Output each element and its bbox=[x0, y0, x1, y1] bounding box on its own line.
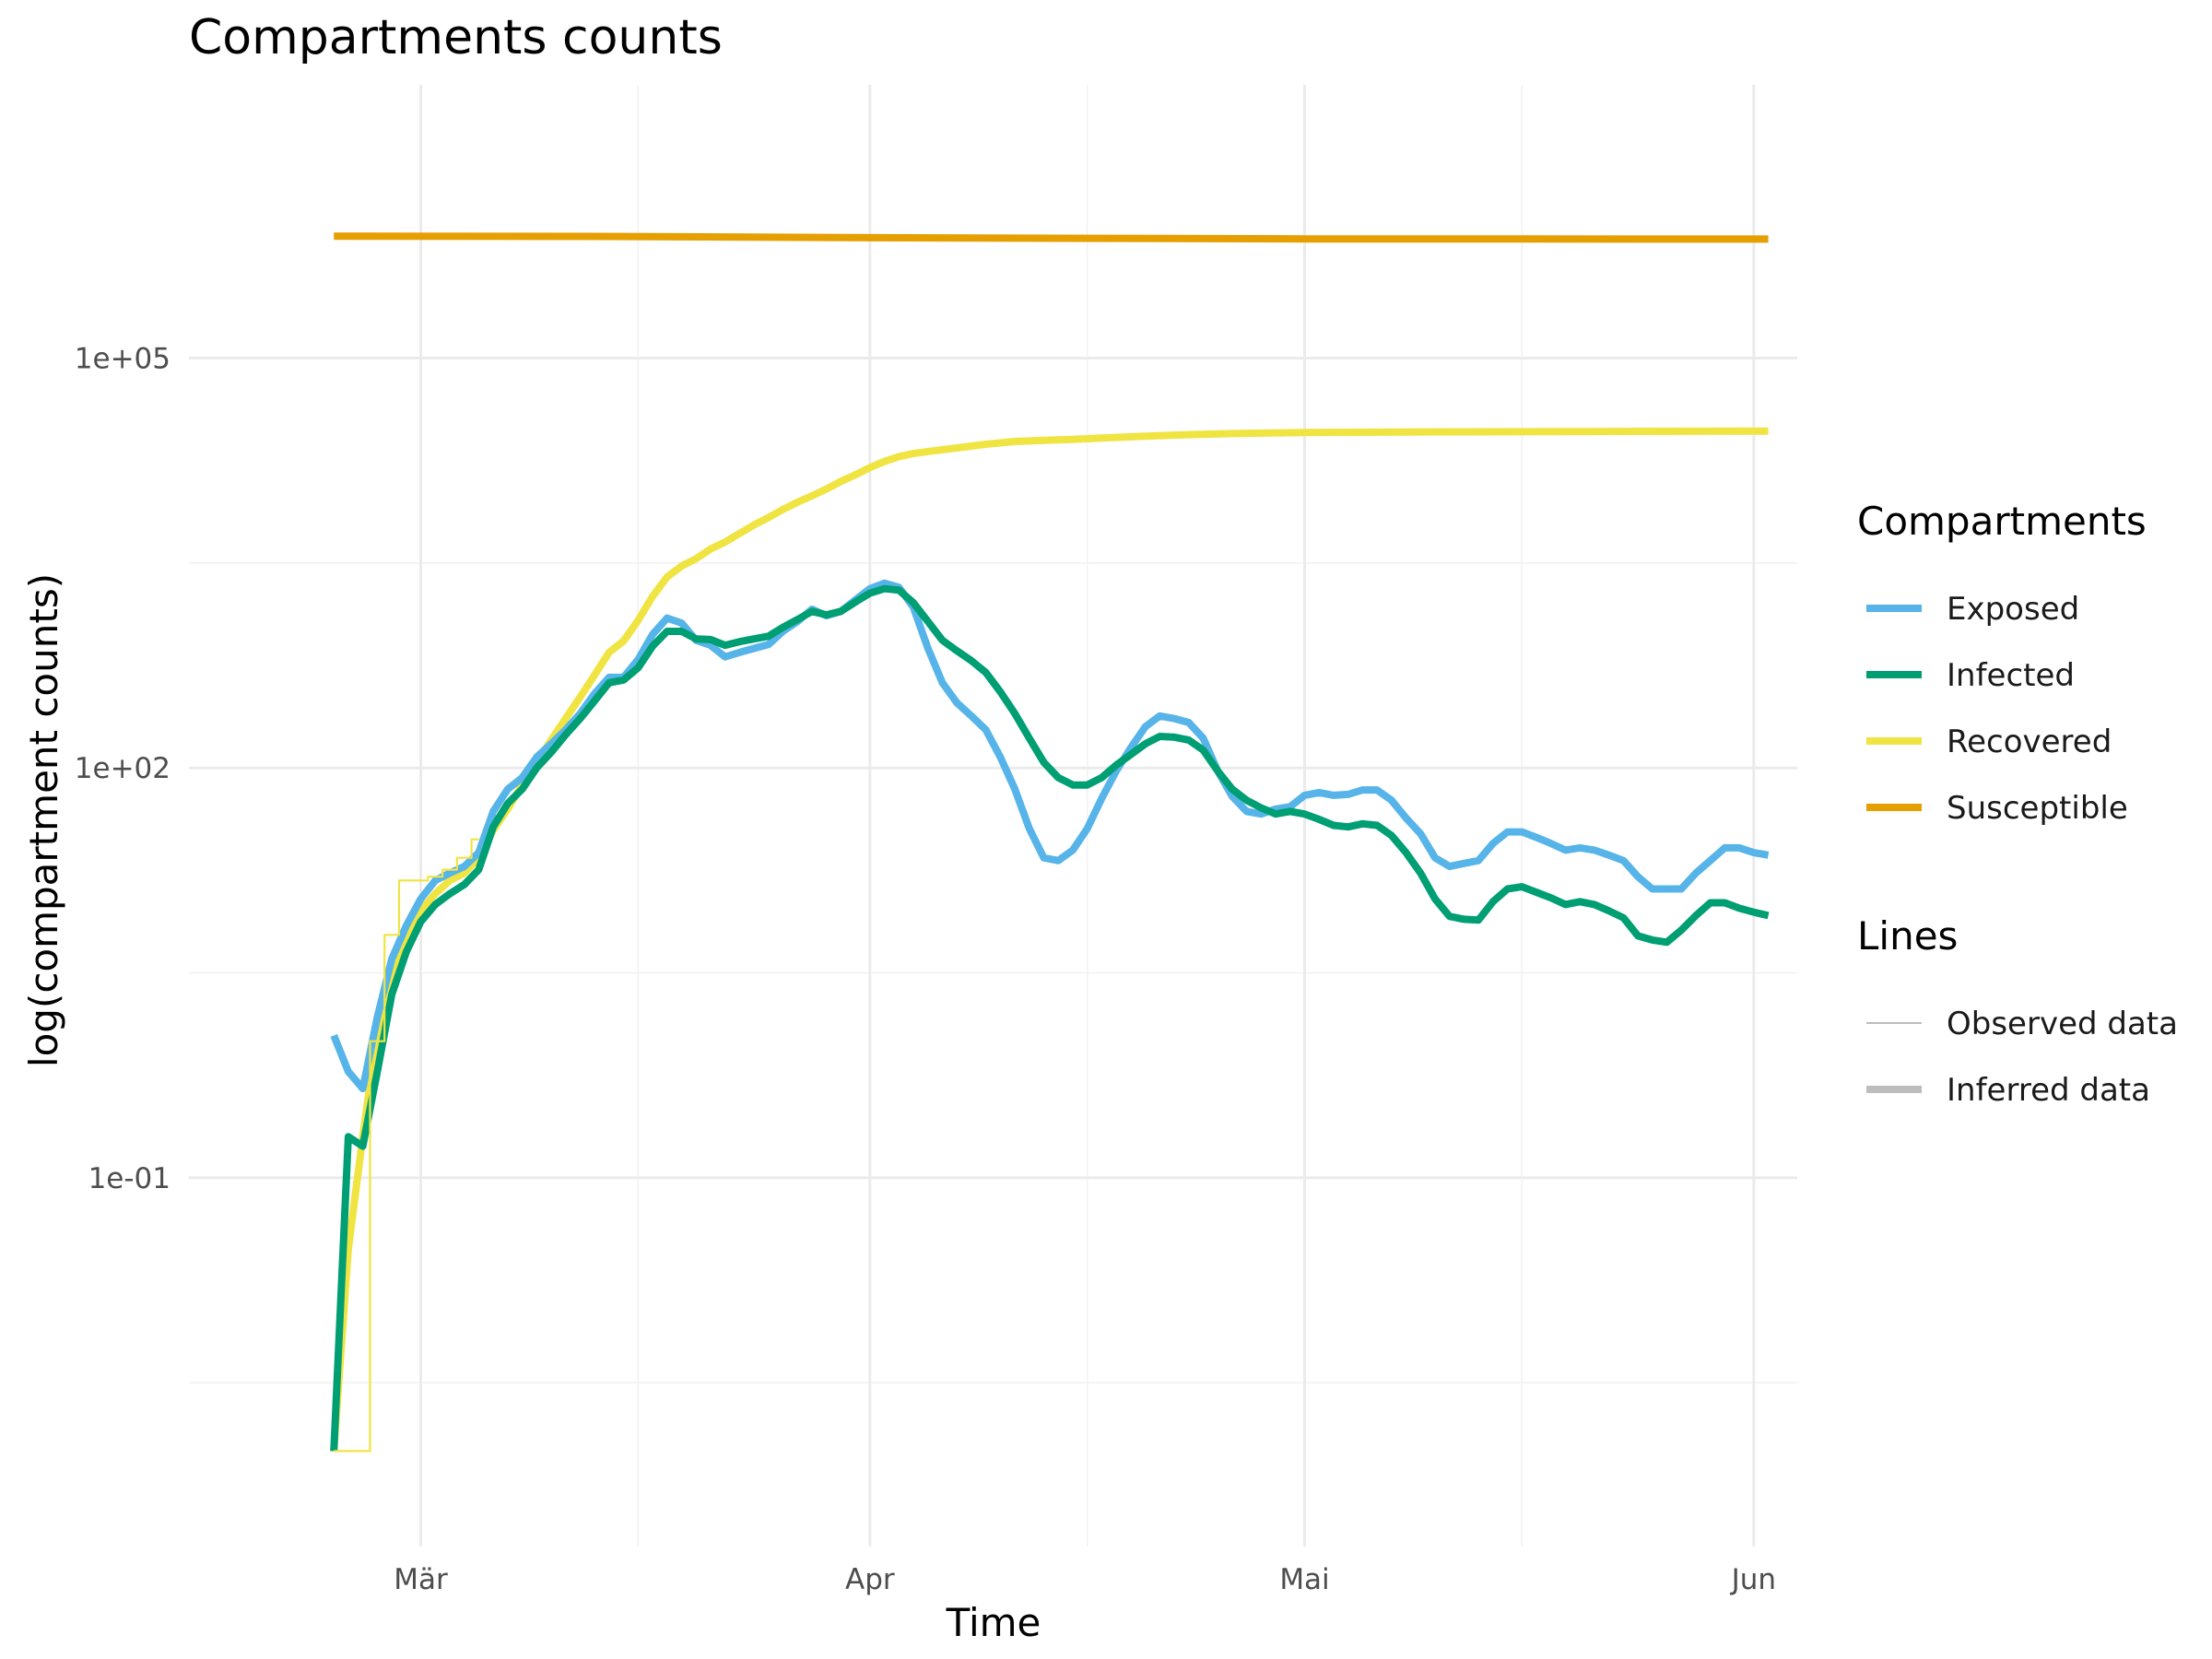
y-axis-title: log(compartment counts) bbox=[21, 573, 66, 1067]
series-line-infected-inferred bbox=[330, 584, 1770, 1452]
grid-major bbox=[189, 85, 1797, 1547]
legend-label-observed-data: Observed data bbox=[1947, 1006, 2178, 1042]
legend-label-recovered: Recovered bbox=[1947, 724, 2112, 760]
y-tick-label: 1e+05 bbox=[75, 342, 171, 375]
x-axis-title: Time bbox=[946, 1600, 1041, 1645]
legend-title: Compartments bbox=[1857, 499, 2147, 544]
legend-label-exposed: Exposed bbox=[1947, 591, 2079, 628]
series-line-recovered-observed bbox=[334, 838, 479, 1453]
legend-label-susceptible: Susceptible bbox=[1947, 790, 2128, 827]
x-tick-label: Jun bbox=[1730, 1563, 1776, 1596]
y-tick-label: 1e+02 bbox=[75, 752, 171, 785]
x-tick-label: Mai bbox=[1279, 1563, 1329, 1596]
series-layer bbox=[330, 232, 1770, 1453]
y-tick-labels: 1e-01 1e+02 1e+05 bbox=[75, 342, 171, 1194]
x-tick-label: Apr bbox=[845, 1563, 895, 1596]
x-tick-label: Mär bbox=[394, 1563, 448, 1596]
legend: Compartments Exposed Infected Recovered Susc… bbox=[1857, 499, 2178, 1109]
chart-title: Compartments counts bbox=[189, 10, 723, 65]
series-line-exposed-inferred bbox=[330, 579, 1770, 1093]
x-tick-labels: Mär Apr Mai Jun bbox=[394, 1563, 1776, 1596]
series-line-susceptible-inferred bbox=[334, 232, 1769, 243]
series-line-recovered-inferred bbox=[330, 427, 1769, 1452]
y-tick-label: 1e-01 bbox=[88, 1162, 171, 1195]
legend-title: Lines bbox=[1857, 913, 1958, 959]
legend-label-inferred-data: Inferred data bbox=[1947, 1072, 2150, 1109]
grid-minor bbox=[189, 85, 1797, 1547]
legend-label-infected: Infected bbox=[1947, 657, 2075, 694]
